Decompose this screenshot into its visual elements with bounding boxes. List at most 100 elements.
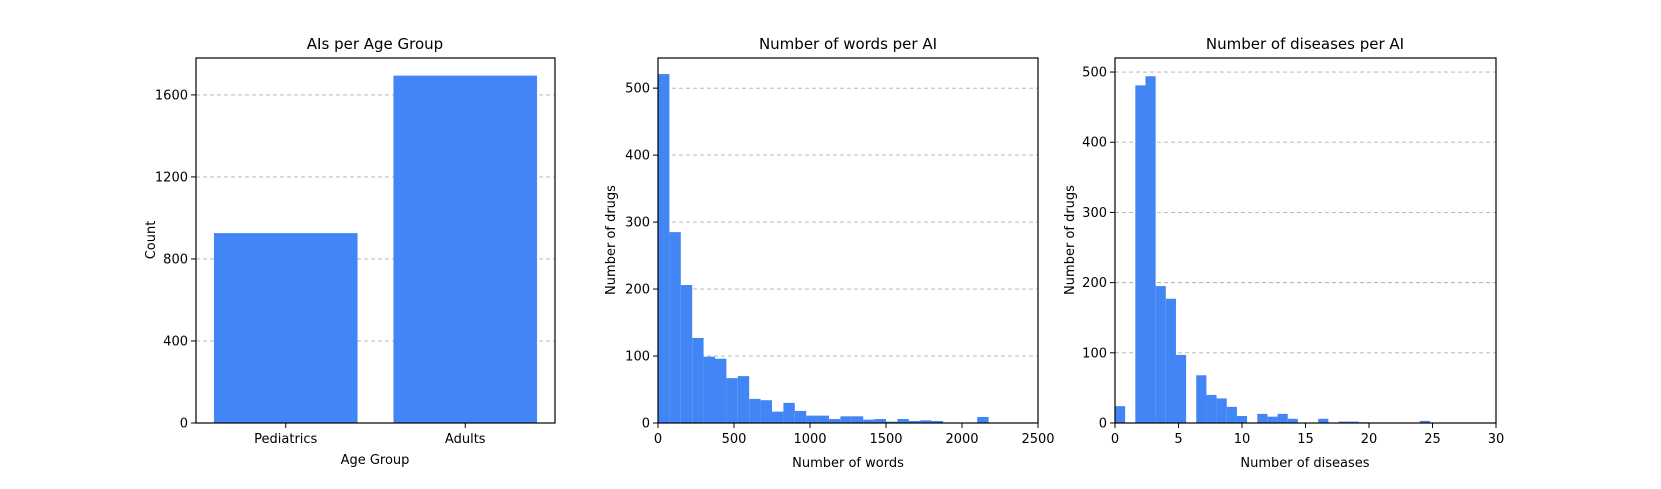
y-ticks: 0 100 200 300 400 500: [1082, 66, 1115, 432]
y-tick-label: 500: [1082, 66, 1107, 81]
y-tick-label: 0: [642, 417, 650, 432]
histogram-bar: [886, 421, 898, 423]
histogram-bar: [715, 358, 727, 423]
histogram-bar: [783, 402, 795, 423]
histogram-bar: [1145, 76, 1156, 423]
y-axis-label: Count: [144, 221, 159, 260]
histogram-bar: [840, 416, 852, 423]
histogram-bar: [658, 74, 670, 423]
histogram-bar: [1175, 354, 1187, 423]
x-tick-label: 30: [1488, 432, 1505, 447]
y-tick-label: 1200: [155, 170, 188, 185]
x-ticks: 0 5 10 15 20 25 30: [1111, 423, 1504, 447]
histogram-bar: [1287, 418, 1298, 423]
histogram-bar: [1236, 415, 1248, 423]
y-tick-label: 400: [1082, 136, 1107, 151]
chart-title: AIs per Age Group: [307, 35, 443, 53]
histogram-bar: [703, 356, 715, 423]
y-axis-label: Number of drugs: [604, 185, 619, 295]
chart-diseases-per-ai: Number of diseases per AI Number of dise…: [1063, 35, 1504, 471]
y-tick-label: 300: [625, 216, 650, 231]
bars: [1115, 76, 1430, 423]
histogram-bar: [817, 415, 829, 423]
x-tick-label: Pediatrics: [254, 432, 317, 447]
x-tick-label: 0: [654, 432, 662, 447]
x-tick-label: 15: [1297, 432, 1314, 447]
histogram-bar: [1257, 413, 1268, 423]
y-tick-label: 100: [625, 350, 650, 365]
bar: [393, 75, 538, 424]
bar: [213, 233, 358, 423]
histogram-bar: [897, 418, 909, 423]
y-tick-label: 100: [1082, 346, 1107, 361]
histogram-bar: [1277, 413, 1288, 423]
gridlines: [1115, 71, 1496, 354]
gridlines: [658, 87, 1038, 357]
x-tick-label: 1000: [793, 432, 826, 447]
histogram-bar: [829, 418, 841, 423]
histogram-bar: [851, 416, 864, 423]
x-tick-label: 20: [1361, 432, 1378, 447]
histogram-bar: [1216, 398, 1227, 423]
chart-words-per-ai: Number of words per AI Number of words N…: [604, 35, 1055, 471]
histogram-bar: [669, 232, 681, 423]
histogram-bar: [1155, 286, 1166, 423]
bars: [213, 75, 538, 424]
x-tick-label: 2000: [945, 432, 978, 447]
histogram-bar: [908, 420, 921, 423]
histogram-bar: [726, 378, 738, 423]
x-tick-label: 500: [722, 432, 747, 447]
x-ticks: 0 500 1000 1500 2000 2500: [654, 423, 1055, 447]
histogram-bar: [1165, 298, 1176, 423]
histogram-bar: [1338, 421, 1349, 423]
histogram-bar: [680, 285, 693, 423]
histogram-bar: [1135, 85, 1146, 423]
x-tick-label: 25: [1424, 432, 1441, 447]
y-tick-label: 1600: [155, 88, 188, 103]
histogram-bar: [806, 415, 818, 423]
chart-title: Number of diseases per AI: [1206, 35, 1404, 53]
histogram-bar: [1206, 394, 1217, 423]
histogram-bar: [749, 398, 761, 423]
histogram-bar: [920, 420, 932, 423]
x-axis-label: Number of diseases: [1240, 456, 1369, 471]
plot-frame: [195, 57, 556, 424]
histogram-bar: [931, 420, 943, 423]
histogram-bar: [794, 410, 807, 423]
y-tick-label: 0: [180, 417, 188, 432]
histogram-bar: [692, 337, 704, 423]
y-tick-label: 0: [1099, 417, 1107, 432]
histogram-bar: [1348, 421, 1359, 423]
histogram-bar: [737, 376, 750, 423]
x-tick-label: 10: [1234, 432, 1251, 447]
x-tick-label: 0: [1111, 432, 1119, 447]
histogram-bar: [1115, 406, 1126, 423]
bars: [658, 74, 989, 423]
x-tick-label: 5: [1174, 432, 1182, 447]
chart-title: Number of words per AI: [759, 35, 937, 53]
y-tick-label: 400: [625, 149, 650, 164]
chart-age-group: AIs per Age Group Age Group Count 0 400 80…: [144, 35, 556, 468]
histogram-bar: [1419, 420, 1430, 423]
x-tick-label: Adults: [445, 432, 486, 447]
y-tick-label: 500: [625, 82, 650, 97]
y-tick-label: 300: [1082, 206, 1107, 221]
y-ticks: 0 400 800 1200 1600: [155, 88, 196, 432]
histogram-bar: [760, 400, 772, 423]
y-axis-label: Number of drugs: [1063, 185, 1078, 295]
y-tick-label: 800: [163, 252, 188, 267]
plot-frame: [657, 57, 1039, 424]
x-axis-label: Number of words: [792, 456, 904, 471]
y-ticks: 0 100 200 300 400 500: [625, 82, 658, 432]
histogram-bar: [1267, 416, 1278, 423]
y-tick-label: 400: [163, 334, 188, 349]
x-tick-label: 2500: [1021, 432, 1054, 447]
x-tick-label: 1500: [869, 432, 902, 447]
x-axis-label: Age Group: [341, 453, 410, 468]
y-tick-label: 200: [1082, 276, 1107, 291]
histogram-bar: [772, 411, 784, 423]
histogram-bar: [1196, 375, 1207, 423]
histogram-bar: [874, 418, 886, 423]
y-tick-label: 200: [625, 283, 650, 298]
